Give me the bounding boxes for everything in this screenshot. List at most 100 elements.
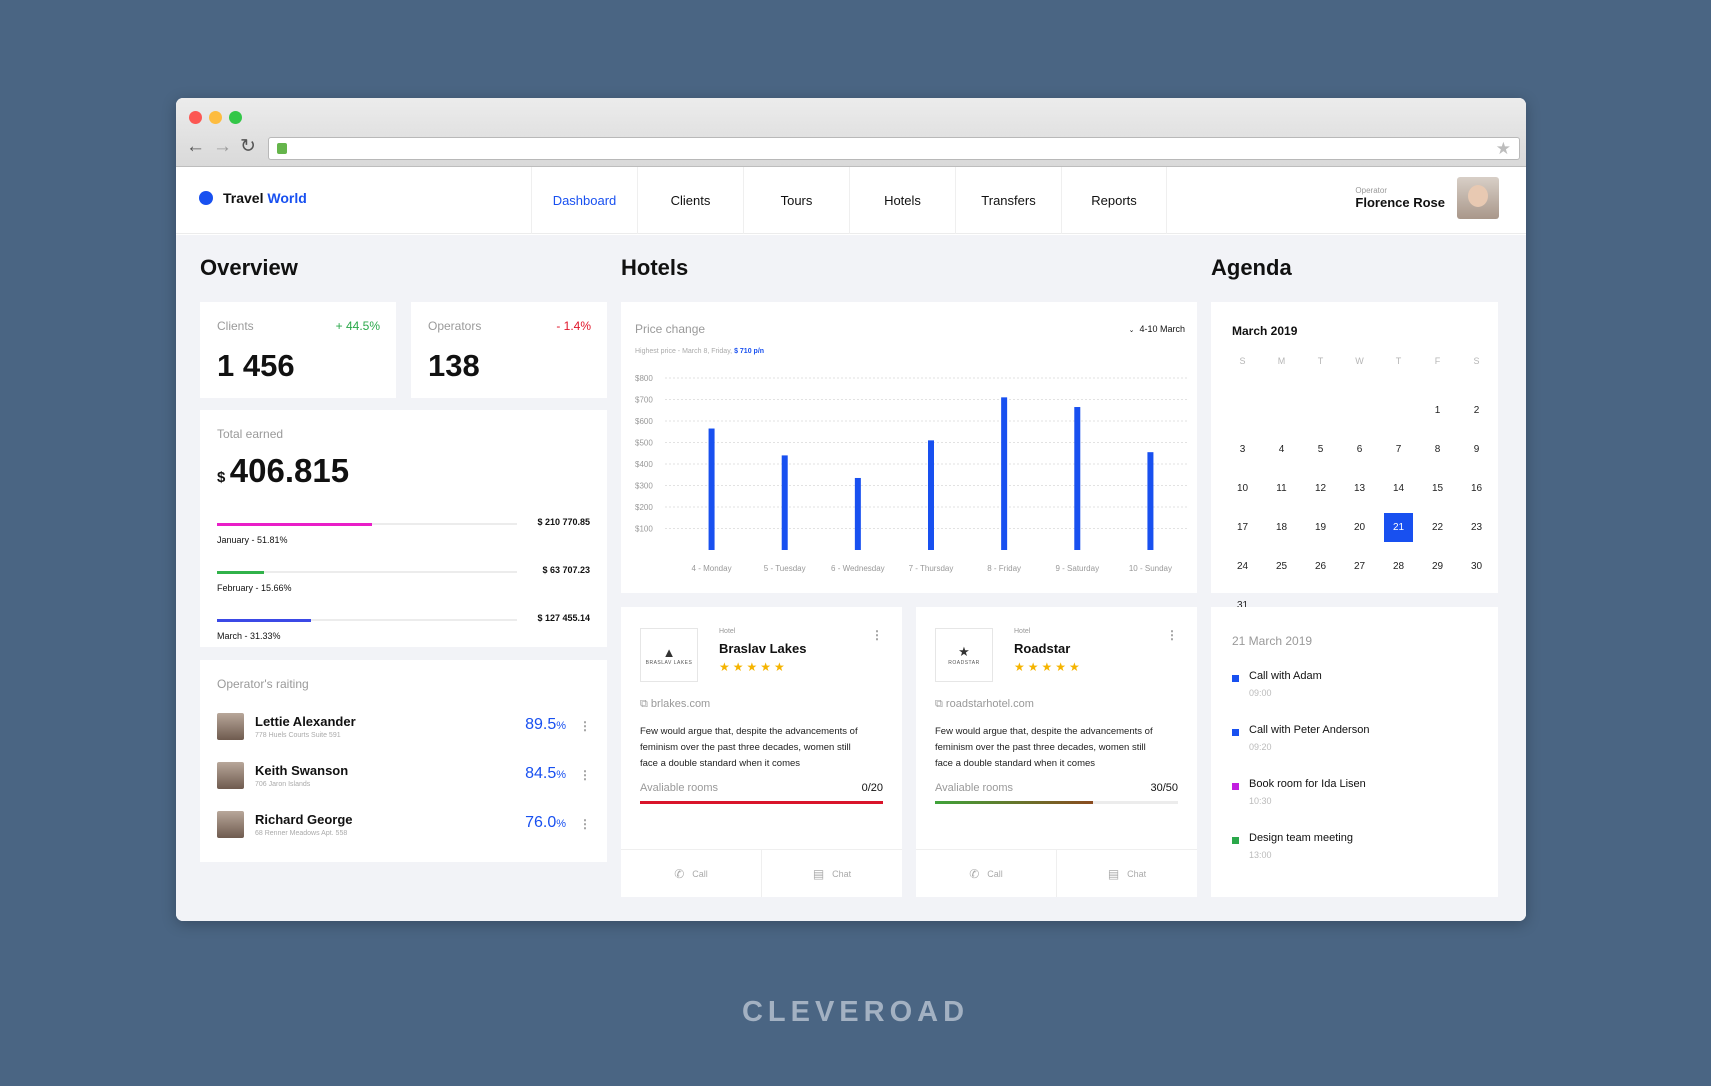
agenda-title: Agenda: [1211, 255, 1292, 280]
calendar-day[interactable]: 4: [1278, 444, 1285, 455]
address-bar[interactable]: ★: [268, 137, 1520, 160]
avatar: [217, 713, 244, 740]
calendar-day[interactable]: 30: [1470, 561, 1483, 572]
list-item[interactable]: Lettie Alexander 778 Huels Courts Suite …: [217, 713, 593, 743]
operators-delta: - 1.4%: [556, 319, 591, 333]
calendar-day[interactable]: 8: [1434, 444, 1441, 455]
clients-delta: + 44.5%: [335, 319, 380, 333]
chevron-down-icon: ⌄: [1128, 327, 1135, 334]
agenda-item-time: 13:00: [1249, 850, 1272, 860]
earned-amount: $ 127 455.14: [537, 613, 590, 623]
clients-stat-card: Clients + 44.5% 1 456: [200, 302, 396, 398]
tab-dashboard[interactable]: Dashboard: [531, 167, 637, 234]
calendar-day[interactable]: 2: [1473, 405, 1480, 416]
calendar-day[interactable]: 22: [1431, 522, 1444, 533]
chart-bar[interactable]: [854, 477, 861, 550]
call-button[interactable]: ✆ Call: [969, 866, 1003, 881]
tab-clients[interactable]: Clients: [637, 167, 743, 234]
calendar-day[interactable]: 11: [1276, 483, 1287, 494]
chart-bar[interactable]: [708, 428, 715, 550]
calendar-day[interactable]: 17: [1236, 522, 1249, 533]
more-options-icon[interactable]: ⋮: [871, 628, 883, 642]
forward-arrow-icon[interactable]: →: [213, 136, 232, 157]
chat-icon: ▤: [812, 866, 825, 881]
back-arrow-icon[interactable]: ←: [186, 136, 205, 157]
calendar-day[interactable]: 9: [1473, 444, 1480, 455]
agenda-color-marker: [1232, 837, 1239, 844]
y-tick-label: $700: [635, 396, 653, 405]
x-tick-label: 10 - Sunday: [1129, 564, 1172, 573]
hotel-website-link[interactable]: ⧉ brlakes.com: [640, 698, 711, 710]
hotels-title: Hotels: [621, 255, 689, 280]
call-button[interactable]: ✆ Call: [674, 866, 708, 881]
calendar-day[interactable]: 13: [1353, 483, 1366, 494]
operator-rating-percent: 76.0%: [525, 814, 566, 831]
calendar-day[interactable]: 20: [1353, 522, 1366, 533]
browser-window: ← → ↻ ★ Travel World Dashboard Clients T…: [176, 98, 1526, 921]
tab-tours[interactable]: Tours: [743, 167, 849, 234]
chat-button[interactable]: ▤ Chat: [1056, 850, 1197, 897]
avatar[interactable]: [1457, 177, 1499, 219]
calendar-day[interactable]: 15: [1431, 483, 1444, 494]
calendar-day[interactable]: 14: [1392, 483, 1405, 494]
operator-profile[interactable]: Operator Florence Rose: [1355, 177, 1499, 219]
chart-title: Price change: [635, 322, 706, 336]
chat-button[interactable]: ▤ Chat: [761, 850, 902, 897]
chart-bar[interactable]: [928, 440, 934, 550]
calendar-day[interactable]: 12: [1314, 483, 1327, 494]
top-navigation: Travel World Dashboard Clients Tours Hot…: [176, 167, 1526, 234]
tab-hotels[interactable]: Hotels: [849, 167, 955, 234]
calendar-day[interactable]: 16: [1470, 483, 1483, 494]
calendar-day[interactable]: 24: [1236, 561, 1249, 572]
operator-role: Operator: [1355, 186, 1387, 195]
calendar-day[interactable]: 5: [1317, 444, 1324, 455]
more-options-icon[interactable]: ⋮: [579, 719, 591, 733]
calendar-day[interactable]: 10: [1236, 483, 1249, 494]
more-options-icon[interactable]: ⋮: [1166, 628, 1178, 642]
chart-bar[interactable]: [1001, 397, 1008, 550]
calendar-day[interactable]: 28: [1392, 561, 1405, 572]
tab-transfers[interactable]: Transfers: [955, 167, 1061, 234]
close-window-button[interactable]: [189, 111, 202, 124]
calendar-day-selected[interactable]: 21: [1384, 513, 1413, 542]
chart-bar[interactable]: [1074, 407, 1081, 550]
logo-dot-icon: [199, 191, 213, 205]
list-item[interactable]: Richard George 68 Renner Meadows Apt. 55…: [217, 811, 593, 841]
calendar-day[interactable]: 27: [1353, 561, 1366, 572]
operator-rating-percent: 89.5%: [525, 716, 566, 733]
earned-month-label: February - 15.66%: [217, 583, 292, 593]
calendar-day[interactable]: 25: [1275, 561, 1288, 572]
calendar-day[interactable]: 31: [1236, 600, 1249, 611]
calendar-day[interactable]: 19: [1314, 522, 1327, 533]
app-logo[interactable]: Travel World: [199, 190, 307, 206]
calendar-day[interactable]: 26: [1314, 561, 1327, 572]
reload-icon[interactable]: ↻: [240, 136, 256, 157]
maximize-window-button[interactable]: [229, 111, 242, 124]
more-options-icon[interactable]: ⋮: [579, 768, 591, 782]
weekday-label: W: [1355, 356, 1364, 366]
bookmark-star-icon[interactable]: ★: [1495, 139, 1511, 158]
hotel-name: Braslav Lakes: [719, 641, 807, 656]
calendar-day[interactable]: 23: [1470, 522, 1483, 533]
agenda-item-title: Call with Peter Anderson: [1249, 724, 1370, 736]
calendar-day[interactable]: 7: [1395, 444, 1402, 455]
agenda-item-title: Book room for Ida Lisen: [1249, 778, 1366, 790]
hotel-website-link[interactable]: ⧉ roadstarhotel.com: [935, 698, 1034, 710]
chart-bar[interactable]: [1147, 452, 1154, 550]
calendar-day[interactable]: 1: [1434, 405, 1441, 416]
operator-rating-address: 778 Huels Courts Suite 591: [255, 732, 341, 739]
calendar-day[interactable]: 29: [1431, 561, 1444, 572]
chart-bar[interactable]: [781, 455, 788, 550]
calendar-day[interactable]: 6: [1356, 444, 1363, 455]
earned-amount: $ 210 770.85: [537, 517, 590, 527]
weekday-label: S: [1239, 356, 1246, 366]
more-options-icon[interactable]: ⋮: [579, 817, 591, 831]
minimize-window-button[interactable]: [209, 111, 222, 124]
tab-reports[interactable]: Reports: [1061, 167, 1167, 234]
calendar-day[interactable]: 3: [1239, 444, 1246, 455]
list-item[interactable]: Keith Swanson 706 Jaron Islands 84.5% ⋮: [217, 762, 593, 792]
clients-label: Clients: [217, 319, 254, 333]
calendar-day[interactable]: 18: [1275, 522, 1288, 533]
currency-symbol: $: [217, 469, 226, 486]
date-range-dropdown[interactable]: ⌄ 4-10 March: [1128, 324, 1185, 334]
